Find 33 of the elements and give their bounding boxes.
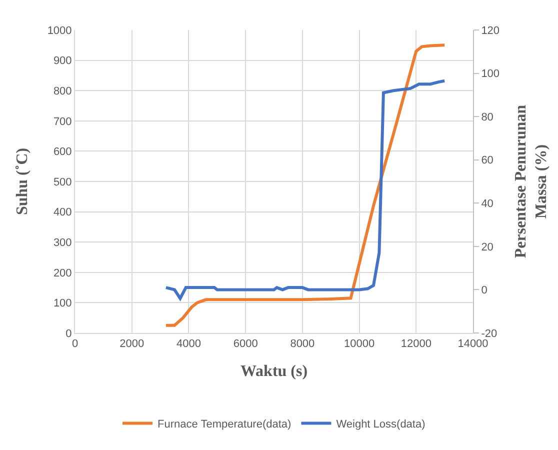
x-axis-title: Waktu (s): [240, 362, 308, 380]
y2-tick-label: 120: [481, 24, 500, 37]
y2-tick-label: 40: [481, 198, 494, 210]
legend-label: Furnace Temperature(data): [158, 418, 292, 431]
y-tick-label: 700: [53, 116, 72, 128]
y-tick-label: 500: [53, 176, 72, 188]
y2-tick-label: 100: [481, 68, 500, 80]
x-tick-label: 8000: [290, 338, 315, 350]
y2-tick-label: 20: [481, 241, 494, 254]
x-tick-label: 12000: [400, 338, 432, 350]
x-tick-label: 4000: [176, 338, 201, 350]
y2-tick-label: -20: [481, 328, 498, 340]
x-tick-label: 2000: [120, 338, 144, 350]
x-tick-label: 14000: [458, 338, 488, 350]
line-series: [164, 44, 446, 327]
y-tick-label: 400: [53, 206, 72, 219]
y2-tick-label: 80: [481, 111, 494, 124]
y-tick-label: 300: [53, 236, 72, 249]
y-tick-label: 200: [53, 267, 72, 280]
y2-tick-label: 60: [481, 154, 494, 167]
y2-axis-title: Persentase Penurunan Massa (%): [512, 104, 550, 258]
y2-tick-label: 0: [481, 284, 488, 297]
y-tick-label: 800: [53, 85, 72, 98]
legend-label: Weight Loss(data): [336, 418, 426, 431]
y-tick-label: 100: [53, 298, 72, 310]
y-tick-label: 1000: [47, 24, 72, 37]
x-tick-label: 10000: [344, 338, 375, 350]
x-tick-label: 6000: [233, 338, 258, 350]
y-tick-label: 0: [66, 328, 72, 340]
y-tick-label: 600: [53, 146, 72, 158]
y-axis-title: Suhu (˚C): [14, 148, 32, 216]
line-series: [164, 79, 446, 300]
y-tick-label: 900: [53, 55, 72, 68]
